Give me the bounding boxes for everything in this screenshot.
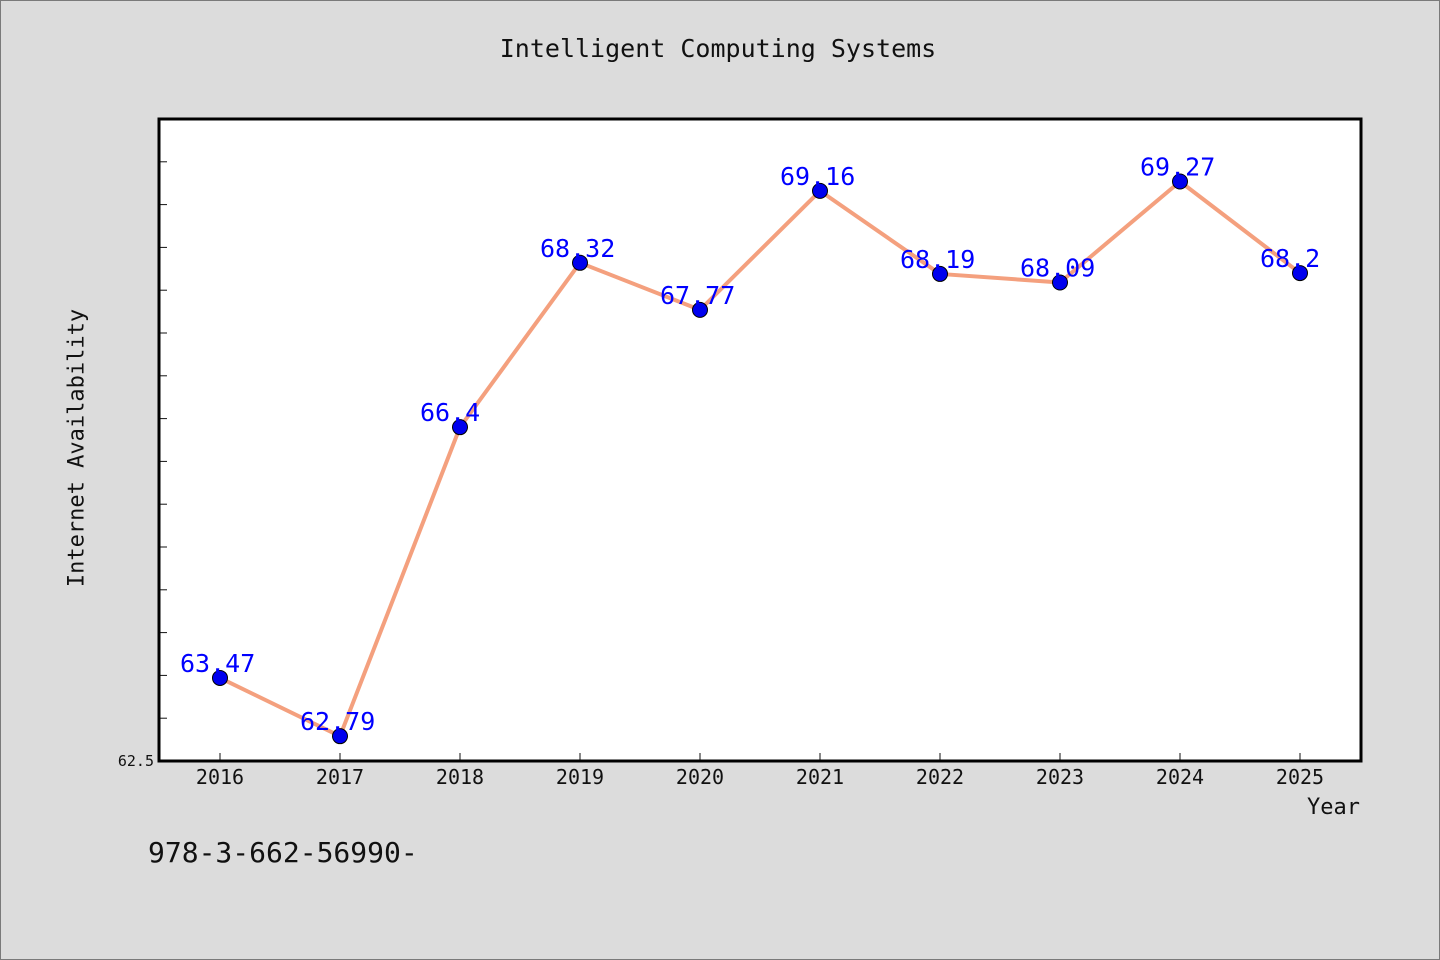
data-point — [932, 265, 948, 282]
data-point — [212, 669, 228, 686]
data-label: 68.32 — [540, 234, 615, 263]
data-label: 68.09 — [1020, 253, 1095, 282]
plot-border — [157, 117, 1363, 763]
x-tick-label: 2018 — [436, 765, 484, 789]
x-tick-label: 2017 — [316, 765, 364, 789]
data-point — [812, 182, 828, 199]
footnote-text: 978-3-662-56990- — [148, 836, 418, 869]
series-line — [219, 179, 1302, 739]
data-point — [1052, 274, 1068, 291]
data-point — [692, 301, 708, 318]
x-axis-label: Year — [1307, 795, 1360, 820]
data-label: 67.77 — [660, 281, 735, 310]
x-tick-label: 2016 — [196, 765, 244, 789]
x-tick-label: 2020 — [676, 765, 724, 789]
data-label: 63.47 — [180, 649, 255, 678]
data-point — [572, 254, 588, 271]
data-label: 69.27 — [1140, 152, 1215, 181]
chart-title: Intelligent Computing Systems — [499, 34, 937, 63]
data-point — [452, 419, 468, 436]
data-label: 69.16 — [780, 162, 855, 191]
data-point — [1292, 265, 1308, 282]
x-tick-label: 2021 — [796, 765, 844, 789]
plot-area — [159, 119, 1361, 761]
data-label: 68.2 — [1260, 244, 1320, 273]
data-label: 66.4 — [420, 398, 480, 427]
data-label: 62.79 — [300, 707, 375, 736]
x-tick-label: 2019 — [556, 765, 604, 789]
y-tick-label: 62.5 — [118, 752, 154, 770]
x-tick-label: 2025 — [1276, 765, 1324, 789]
x-tick-label: 2022 — [916, 765, 964, 789]
x-tick-label: 2024 — [1156, 765, 1204, 789]
data-point — [1172, 173, 1188, 190]
data-point — [332, 728, 348, 745]
x-tick-label: 2023 — [1036, 765, 1084, 789]
data-label: 68.19 — [900, 245, 975, 274]
